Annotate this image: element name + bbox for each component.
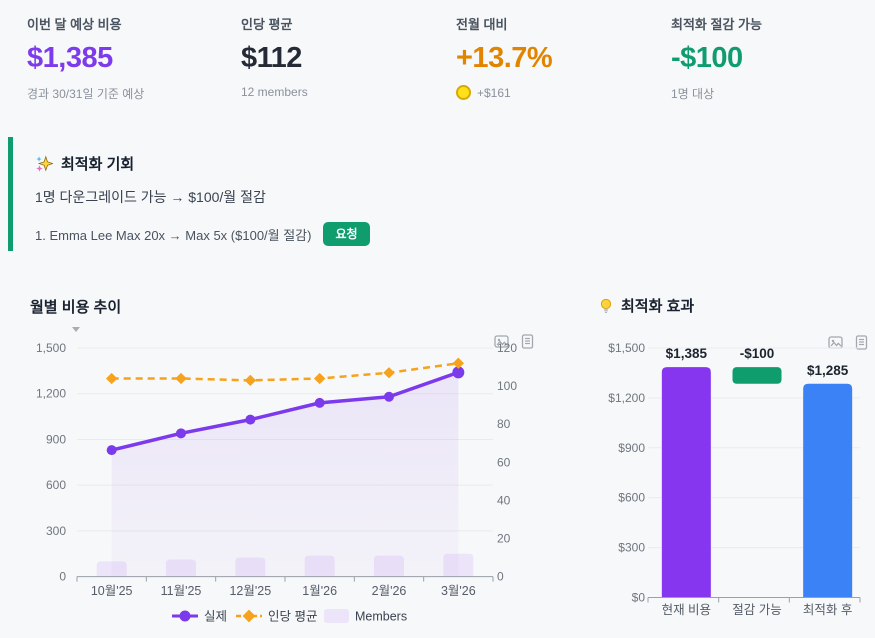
kpi-label: 전월 대비 — [456, 17, 508, 32]
x-axis: 10월'25 11월'25 12월'25 1월'26 2월'26 3월'26 — [76, 576, 494, 598]
svg-text:12월'25: 12월'25 — [229, 584, 271, 598]
svg-text:11월'25: 11월'25 — [161, 584, 202, 598]
kpi-value: -$100 — [671, 42, 743, 74]
kpi-subtitle: +$161 — [456, 85, 661, 100]
lightbulb-icon — [600, 298, 612, 313]
kpi-subtitle: 1명 대상 — [671, 87, 715, 101]
svg-text:120: 120 — [497, 341, 517, 355]
svg-text:$300: $300 — [618, 541, 645, 555]
kpi-subtitle: 12 members — [241, 85, 308, 99]
waterfall-bars: $1,385 -$100 $1,285 — [661, 346, 853, 598]
legend-item-per-member-average[interactable]: 인당 평균 — [236, 610, 317, 624]
svg-text:$0: $0 — [632, 591, 646, 605]
svg-text:$1,285: $1,285 — [807, 363, 849, 378]
svg-text:900: 900 — [46, 432, 66, 446]
svg-text:$1,385: $1,385 — [666, 346, 708, 361]
chart-toolbox — [494, 334, 535, 349]
kpi-subtitle: 경과 30/31일 기준 예상 — [27, 87, 145, 101]
svg-text:60: 60 — [497, 455, 511, 469]
svg-text:300: 300 — [46, 524, 66, 538]
kpi-subtitle-text: +$161 — [477, 85, 511, 100]
banner-recommendation-text: 1. Emma Lee Max 20x → Max 5x ($100/월 절감) — [35, 227, 312, 243]
kpi-value: $112 — [241, 42, 302, 74]
svg-text:100: 100 — [497, 379, 517, 393]
kpi-label: 인당 평균 — [241, 17, 293, 32]
legend-item-actual[interactable]: 실제 — [172, 610, 227, 624]
chart-title-text: 월별 비용 추이 — [30, 299, 122, 316]
banner-summary: 1명 다운그레이드 가능 → $100/월 절감 — [35, 189, 266, 205]
actual-cost-line-series — [106, 366, 465, 577]
banner-title: 최적화 기회 — [35, 153, 867, 174]
optimization-effect-chart-canvas: $1,500$1,200$900$600$300$0$1,385 -$100$1,… — [608, 341, 861, 617]
banner-title-text: 최적화 기회 — [61, 156, 135, 173]
svg-text:인당 평균: 인당 평균 — [268, 610, 317, 624]
svg-text:실제: 실제 — [204, 610, 227, 624]
kpi-card-optimization-savings: 최적화 절감 가능 -$100 1명 대상 — [671, 14, 875, 102]
svg-text:3월'26: 3월'26 — [441, 584, 476, 598]
svg-text:80: 80 — [497, 417, 511, 431]
svg-text:현재 비용: 현재 비용 — [662, 603, 711, 617]
kpi-value: $1,385 — [27, 42, 113, 74]
per-member-average-line-series — [106, 357, 464, 387]
chart-toolbox — [828, 335, 869, 350]
sparkles-icon — [36, 155, 53, 172]
svg-text:$1,200: $1,200 — [608, 391, 645, 405]
svg-text:절감 가능: 절감 가능 — [732, 603, 781, 617]
svg-text:Members: Members — [355, 610, 407, 624]
svg-text:$900: $900 — [618, 441, 645, 455]
request-button[interactable]: 요청 — [323, 222, 370, 246]
svg-text:0: 0 — [59, 570, 66, 584]
svg-text:최적화 후: 최적화 후 — [803, 603, 852, 617]
chart-title-text: 최적화 효과 — [621, 298, 695, 315]
data-view-icon[interactable] — [854, 335, 869, 350]
chevron-down-icon — [72, 327, 80, 332]
svg-text:10월'25: 10월'25 — [91, 584, 133, 598]
svg-text:1,500: 1,500 — [36, 341, 66, 355]
chart-title: 월별 비용 추이 — [30, 296, 121, 317]
save-image-icon[interactable] — [494, 334, 509, 349]
monthly-cost-chart-canvas: 1,5001,200900600300012010080604020010월'2… — [36, 341, 517, 624]
svg-text:600: 600 — [46, 478, 66, 492]
svg-text:$1,500: $1,500 — [608, 341, 645, 355]
svg-text:0: 0 — [497, 570, 504, 584]
kpi-card-per-member-average: 인당 평균 $112 12 members — [241, 14, 446, 99]
svg-text:1,200: 1,200 — [36, 387, 66, 401]
status-dot-icon — [456, 85, 471, 100]
kpi-value: +13.7% — [456, 42, 553, 74]
svg-text:1월'26: 1월'26 — [302, 584, 337, 598]
banner-recommendation-row: 1. Emma Lee Max 20x → Max 5x ($100/월 절감)… — [35, 222, 867, 246]
kpi-label: 최적화 절감 가능 — [671, 17, 762, 32]
svg-text:-$100: -$100 — [740, 346, 775, 361]
kpi-label: 이번 달 예상 비용 — [27, 17, 122, 32]
x-axis: 현재 비용 절감 가능 최적화 후 — [647, 597, 861, 617]
legend-item-members[interactable]: Members — [324, 609, 407, 624]
data-view-icon[interactable] — [520, 334, 535, 349]
optimization-banner: 최적화 기회 1명 다운그레이드 가능 → $100/월 절감 1. Emma … — [8, 137, 867, 251]
svg-text:$600: $600 — [618, 491, 645, 505]
svg-text:2월'26: 2월'26 — [372, 584, 407, 598]
chart-title: 최적화 효과 — [598, 295, 694, 316]
kpi-card-vs-last-month: 전월 대비 +13.7% +$161 — [456, 14, 661, 100]
svg-text:40: 40 — [497, 493, 511, 507]
svg-text:20: 20 — [497, 532, 511, 546]
kpi-card-estimated-cost: 이번 달 예상 비용 $1,385 경과 30/31일 기준 예상 — [27, 14, 232, 102]
